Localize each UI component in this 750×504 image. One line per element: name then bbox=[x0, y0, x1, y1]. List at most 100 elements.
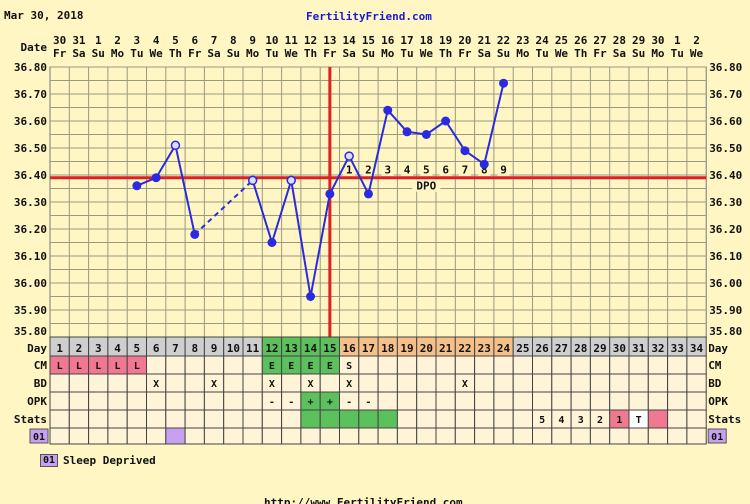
opk-cell bbox=[532, 391, 553, 411]
note-cell bbox=[570, 427, 591, 445]
weekday-label: Su bbox=[632, 47, 645, 60]
day-cell-text: 3 bbox=[95, 342, 102, 355]
date-label: 2 bbox=[114, 34, 121, 47]
weekday-label: We bbox=[420, 47, 434, 60]
day-cell-text: 10 bbox=[227, 342, 240, 355]
bd-cell bbox=[686, 373, 707, 393]
bd-cell-text: X bbox=[211, 379, 217, 390]
opk-cell-text: - bbox=[288, 397, 294, 408]
stats-cell bbox=[300, 409, 321, 429]
stats-cell bbox=[358, 409, 379, 429]
temperature-segment bbox=[328, 155, 351, 195]
weekday-label: Th bbox=[574, 47, 587, 60]
cm-cell bbox=[589, 355, 611, 375]
cm-cell bbox=[203, 355, 225, 375]
temperature-segment bbox=[174, 145, 196, 235]
footer-url[interactable]: http://www.FertilityFriend.com bbox=[264, 496, 463, 504]
y-tick-right: 36.70 bbox=[709, 88, 742, 101]
stats-cell bbox=[416, 409, 437, 429]
stats-cell bbox=[493, 409, 514, 429]
opk-cell bbox=[165, 391, 186, 411]
date-label: 19 bbox=[439, 34, 452, 47]
weekday-label: Th bbox=[169, 47, 182, 60]
cm-cell bbox=[628, 355, 649, 375]
weekday-label: Mo bbox=[381, 47, 395, 60]
date-label: 6 bbox=[191, 34, 198, 47]
date-label: 29 bbox=[632, 34, 645, 47]
dpo-bg bbox=[497, 163, 510, 176]
bd-cell bbox=[68, 373, 90, 393]
temperature-point bbox=[441, 116, 451, 126]
opk-cell-text: - bbox=[269, 397, 275, 408]
weekday-label: Mo bbox=[651, 47, 665, 60]
dpo-label: 4 bbox=[404, 164, 411, 177]
note-cell bbox=[551, 427, 572, 445]
opk-cell bbox=[68, 391, 90, 411]
y-tick-left: 36.30 bbox=[14, 196, 47, 209]
date-label: 30 bbox=[53, 34, 66, 47]
cm-cell-text: L bbox=[76, 361, 82, 372]
temperature-point bbox=[247, 175, 258, 186]
dpo-bg bbox=[439, 163, 452, 176]
y-tick-left: 36.50 bbox=[14, 142, 47, 155]
day-cell-text: 14 bbox=[304, 342, 318, 355]
bd-cell-text: X bbox=[346, 379, 352, 390]
dpo-label: 2 bbox=[365, 164, 372, 177]
date-label: 3 bbox=[134, 34, 141, 47]
stats-cell bbox=[184, 409, 205, 429]
y-tick-left: 36.70 bbox=[14, 88, 47, 101]
cm-row-label: CM bbox=[34, 359, 48, 372]
note-cell bbox=[474, 427, 495, 445]
bd-cell bbox=[319, 373, 341, 393]
weekday-label: Fr bbox=[323, 47, 337, 60]
opk-cell bbox=[589, 391, 611, 411]
date-label: 11 bbox=[285, 34, 299, 47]
site-link[interactable]: FertilityFriend.com bbox=[306, 10, 432, 23]
bd-cell bbox=[358, 373, 379, 393]
date-label: 12 bbox=[304, 34, 317, 47]
opk-cell bbox=[107, 391, 128, 411]
temperature-segment bbox=[309, 193, 331, 297]
bd-cell bbox=[667, 373, 688, 393]
note-cell bbox=[358, 427, 379, 445]
note-cell bbox=[300, 427, 321, 445]
cm-cell bbox=[512, 355, 534, 375]
cm-cell bbox=[377, 355, 398, 375]
stats-cell bbox=[281, 409, 302, 429]
temperature-segment bbox=[290, 180, 312, 297]
temperature-point bbox=[286, 175, 296, 186]
cm-cell bbox=[647, 355, 669, 375]
stats-cell bbox=[474, 409, 495, 429]
bd-cell bbox=[242, 373, 263, 393]
cm-cell-text: E bbox=[327, 361, 333, 372]
date-label: 22 bbox=[497, 34, 510, 47]
stats-row-label-right: Stats bbox=[708, 413, 741, 426]
dpo-bg bbox=[343, 163, 356, 176]
dpo-bg bbox=[420, 163, 433, 176]
note-cell bbox=[203, 427, 225, 445]
bd-cell bbox=[49, 373, 70, 393]
weekday-label: We bbox=[690, 47, 704, 60]
temperature-segment bbox=[483, 82, 505, 165]
day-cell-text: 26 bbox=[536, 342, 550, 355]
temperature-point bbox=[267, 238, 277, 247]
day-cell-text: 33 bbox=[671, 342, 684, 355]
date-label: 8 bbox=[230, 34, 237, 47]
bd-cell bbox=[88, 373, 109, 393]
y-tick-right: 36.50 bbox=[709, 142, 742, 155]
opk-cell bbox=[551, 391, 572, 411]
date-row-label: Date bbox=[21, 41, 48, 54]
note-cell bbox=[589, 427, 611, 445]
stats-cell bbox=[126, 409, 147, 429]
bd-cell bbox=[628, 373, 649, 393]
y-tick-right: 36.30 bbox=[709, 196, 742, 209]
note-cell bbox=[416, 427, 437, 445]
weekday-label: Sa bbox=[343, 47, 356, 60]
opk-cell bbox=[377, 391, 398, 411]
cm-cell-text: E bbox=[308, 361, 314, 372]
temperature-point bbox=[344, 151, 354, 161]
legend: 01 Sleep Deprived bbox=[40, 454, 156, 467]
y-tick-left: 36.20 bbox=[14, 223, 47, 236]
opk-cell bbox=[126, 391, 147, 411]
